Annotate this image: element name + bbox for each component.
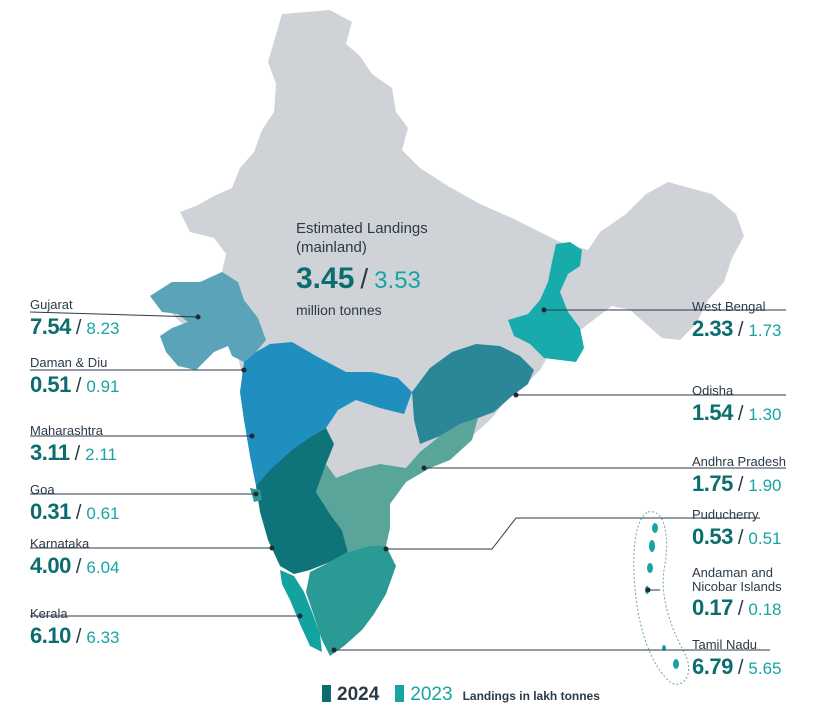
region-odisha (412, 344, 534, 444)
estimate-title-line1: Estimated Landings (296, 220, 428, 237)
value-2023: 6.04 (86, 557, 120, 577)
estimate-values: 3.45/3.53 (296, 262, 428, 296)
label-puducherry: Puducherry 0.53/0.51 (692, 507, 782, 549)
region-karnataka (256, 428, 348, 574)
leader-gujarat (29, 311, 199, 318)
estimate-slash: / (360, 262, 369, 294)
legend-2023-label: 2023 (410, 684, 453, 705)
leader-puducherry (386, 517, 760, 550)
state-name: Daman & Diu (30, 355, 108, 370)
value-2024: 0.53 (692, 523, 733, 549)
state-name: Odisha (692, 383, 734, 398)
state-name-line1: Andaman and (692, 565, 773, 580)
state-name: Karnataka (30, 536, 90, 551)
value-2024: 0.17 (692, 595, 733, 621)
label-odisha: Odisha 1.54/1.30 (692, 383, 782, 425)
state-name: Kerala (30, 606, 68, 621)
value-2024: 1.54 (692, 399, 733, 425)
label-andhra-pradesh: Andhra Pradesh 1.75/1.90 (692, 454, 786, 496)
label-gujarat: Gujarat 7.54/8.23 (30, 297, 120, 339)
value-2024: 2.33 (692, 315, 733, 341)
andaman-nicobar-outline (633, 511, 690, 685)
value-2023: 2.11 (85, 444, 117, 464)
state-name: Goa (30, 482, 55, 497)
label-karnataka: Karnataka 4.00/6.04 (30, 536, 120, 578)
state-name: Tamil Nadu (692, 637, 758, 652)
leader-dots (195, 307, 651, 653)
state-name: Andhra Pradesh (692, 454, 786, 469)
region-andhra-pradesh (316, 418, 478, 552)
label-daman-diu: Daman & Diu 0.51/0.91 (30, 355, 120, 397)
legend-2024-label: 2024 (337, 684, 380, 705)
leader-lines (29, 309, 786, 651)
value-2023: 8.23 (86, 318, 120, 338)
state-name: Gujarat (30, 297, 73, 312)
value-2023: 0.91 (86, 376, 120, 396)
label-andaman-nicobar: Andaman and Nicobar Islands 0.17/0.18 (692, 565, 782, 621)
value-2024: 0.31 (30, 498, 71, 524)
estimate-value-2024: 3.45 (296, 261, 355, 295)
region-tamil-nadu (306, 546, 396, 656)
value-2023: 1.30 (748, 404, 782, 424)
label-west-bengal: West Bengal 2.33/1.73 (692, 299, 782, 341)
legend: 2024 2023 Landings in lakh tonnes (322, 684, 600, 706)
value-2023: 0.18 (748, 600, 782, 620)
legend-note: Landings in lakh tonnes (462, 689, 600, 703)
estimate-unit: million tonnes (296, 301, 382, 318)
label-kerala: Kerala 6.10/6.33 (30, 606, 120, 648)
state-name: Maharashtra (30, 423, 103, 438)
label-goa: Goa 0.31/0.61 (30, 482, 120, 524)
value-2023: 1.73 (748, 320, 782, 340)
state-name: West Bengal (692, 299, 766, 314)
value-2023: 0.51 (748, 528, 782, 548)
value-2023: 5.65 (748, 658, 782, 678)
label-tamil-nadu: Tamil Nadu 6.79/5.65 (692, 637, 782, 679)
andaman-islands (645, 523, 679, 669)
value-2024: 1.75 (692, 470, 733, 496)
region-gujarat (150, 272, 266, 370)
state-name: Puducherry (692, 507, 759, 522)
label-maharashtra: Maharashtra 3.11/2.11 (30, 423, 117, 465)
value-2024: 7.54 (30, 313, 71, 339)
estimated-landings-box: Estimated Landings (mainland) 3.45/3.53 … (296, 220, 428, 318)
estimate-title-line2: (mainland) (296, 238, 367, 256)
value-2023: 0.61 (86, 503, 120, 523)
value-2024: 6.79 (692, 653, 733, 679)
estimate-value-2023: 3.53 (374, 266, 421, 294)
state-name-line2: Nicobar Islands (692, 578, 782, 594)
value-2024: 6.10 (30, 622, 71, 648)
region-kerala (280, 570, 322, 652)
value-2024: 3.11 (30, 439, 70, 465)
region-west-bengal (508, 242, 584, 362)
value-2024: 4.00 (30, 552, 71, 578)
legend-2023-swatch-icon (395, 685, 405, 702)
region-maharashtra (240, 342, 412, 486)
value-2023: 1.90 (748, 475, 782, 495)
value-2023: 6.33 (86, 627, 120, 647)
legend-2024-swatch-icon (322, 685, 331, 702)
value-2024: 0.51 (30, 371, 71, 397)
